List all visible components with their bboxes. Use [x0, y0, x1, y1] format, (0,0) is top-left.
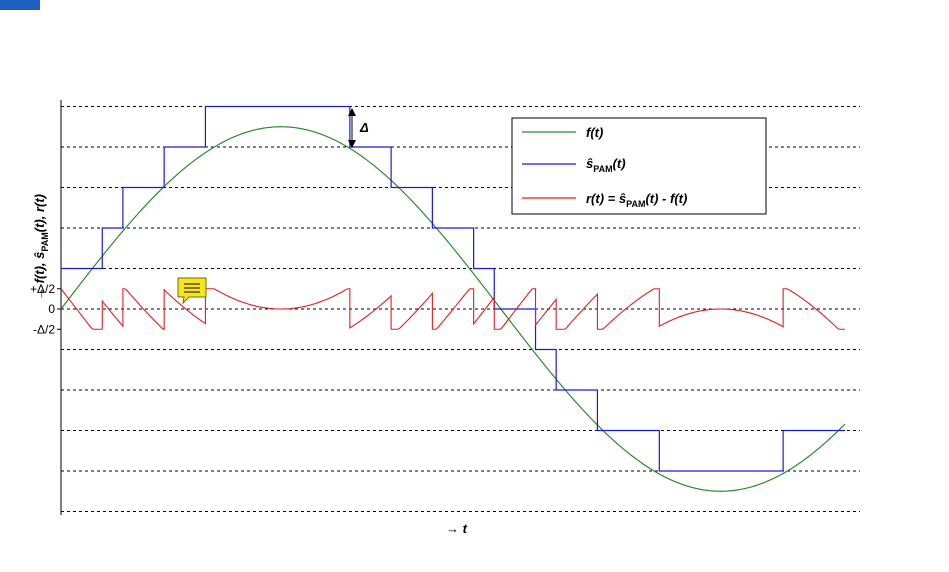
y-axis-label: → f(t), ŝPAM(t), r(t) — [32, 194, 50, 300]
y-axis-label-part-4: (t), r(t) — [32, 194, 47, 232]
legend-label-spam-s: ŝ — [586, 156, 593, 171]
y-axis-label-part-3: PAM — [40, 232, 50, 251]
delta-arrow-head-top — [348, 108, 356, 116]
series-f-line — [60, 126, 846, 492]
comment-icon[interactable] — [177, 277, 207, 305]
y-tick-label: -Δ/2 — [33, 322, 55, 336]
comment-icon-bubble — [177, 277, 207, 305]
y-ticks: +Δ/2 0 -Δ/2 — [30, 282, 61, 336]
legend-label-r-a: r(t) = — [586, 191, 619, 206]
series-r-line — [60, 288, 845, 331]
legend-label-r: r(t) = ŝPAM(t) - f(t) — [586, 191, 687, 209]
y-tick-label: 0 — [48, 302, 55, 316]
legend-label-r-s: ŝ — [619, 191, 626, 206]
y-axis-label-part-1: → f(t), — [32, 259, 47, 300]
series-spam-line — [61, 105, 845, 472]
y-axis-label-part-2: ŝ — [32, 252, 47, 259]
delta-annotation: Δ — [348, 108, 369, 148]
legend-label-spam-sub: PAM — [593, 164, 612, 174]
legend: f(t) ŝPAM(t) r(t) = ŝPAM(t) - f(t) — [511, 117, 767, 215]
delta-label: Δ — [359, 120, 369, 135]
x-axis-label: → t — [446, 521, 468, 536]
legend-label-r-sub: PAM — [626, 199, 645, 209]
series-layer — [60, 105, 846, 492]
legend-label-spam-t: (t) — [613, 156, 626, 171]
delta-arrow-head-bottom — [348, 140, 356, 148]
header-accent-bar — [0, 0, 40, 10]
legend-label-spam: ŝPAM(t) — [586, 156, 626, 174]
legend-label-r-b: (t) - f(t) — [645, 191, 687, 206]
legend-label-f: f(t) — [586, 125, 603, 140]
y-tick-label: +Δ/2 — [30, 282, 55, 296]
